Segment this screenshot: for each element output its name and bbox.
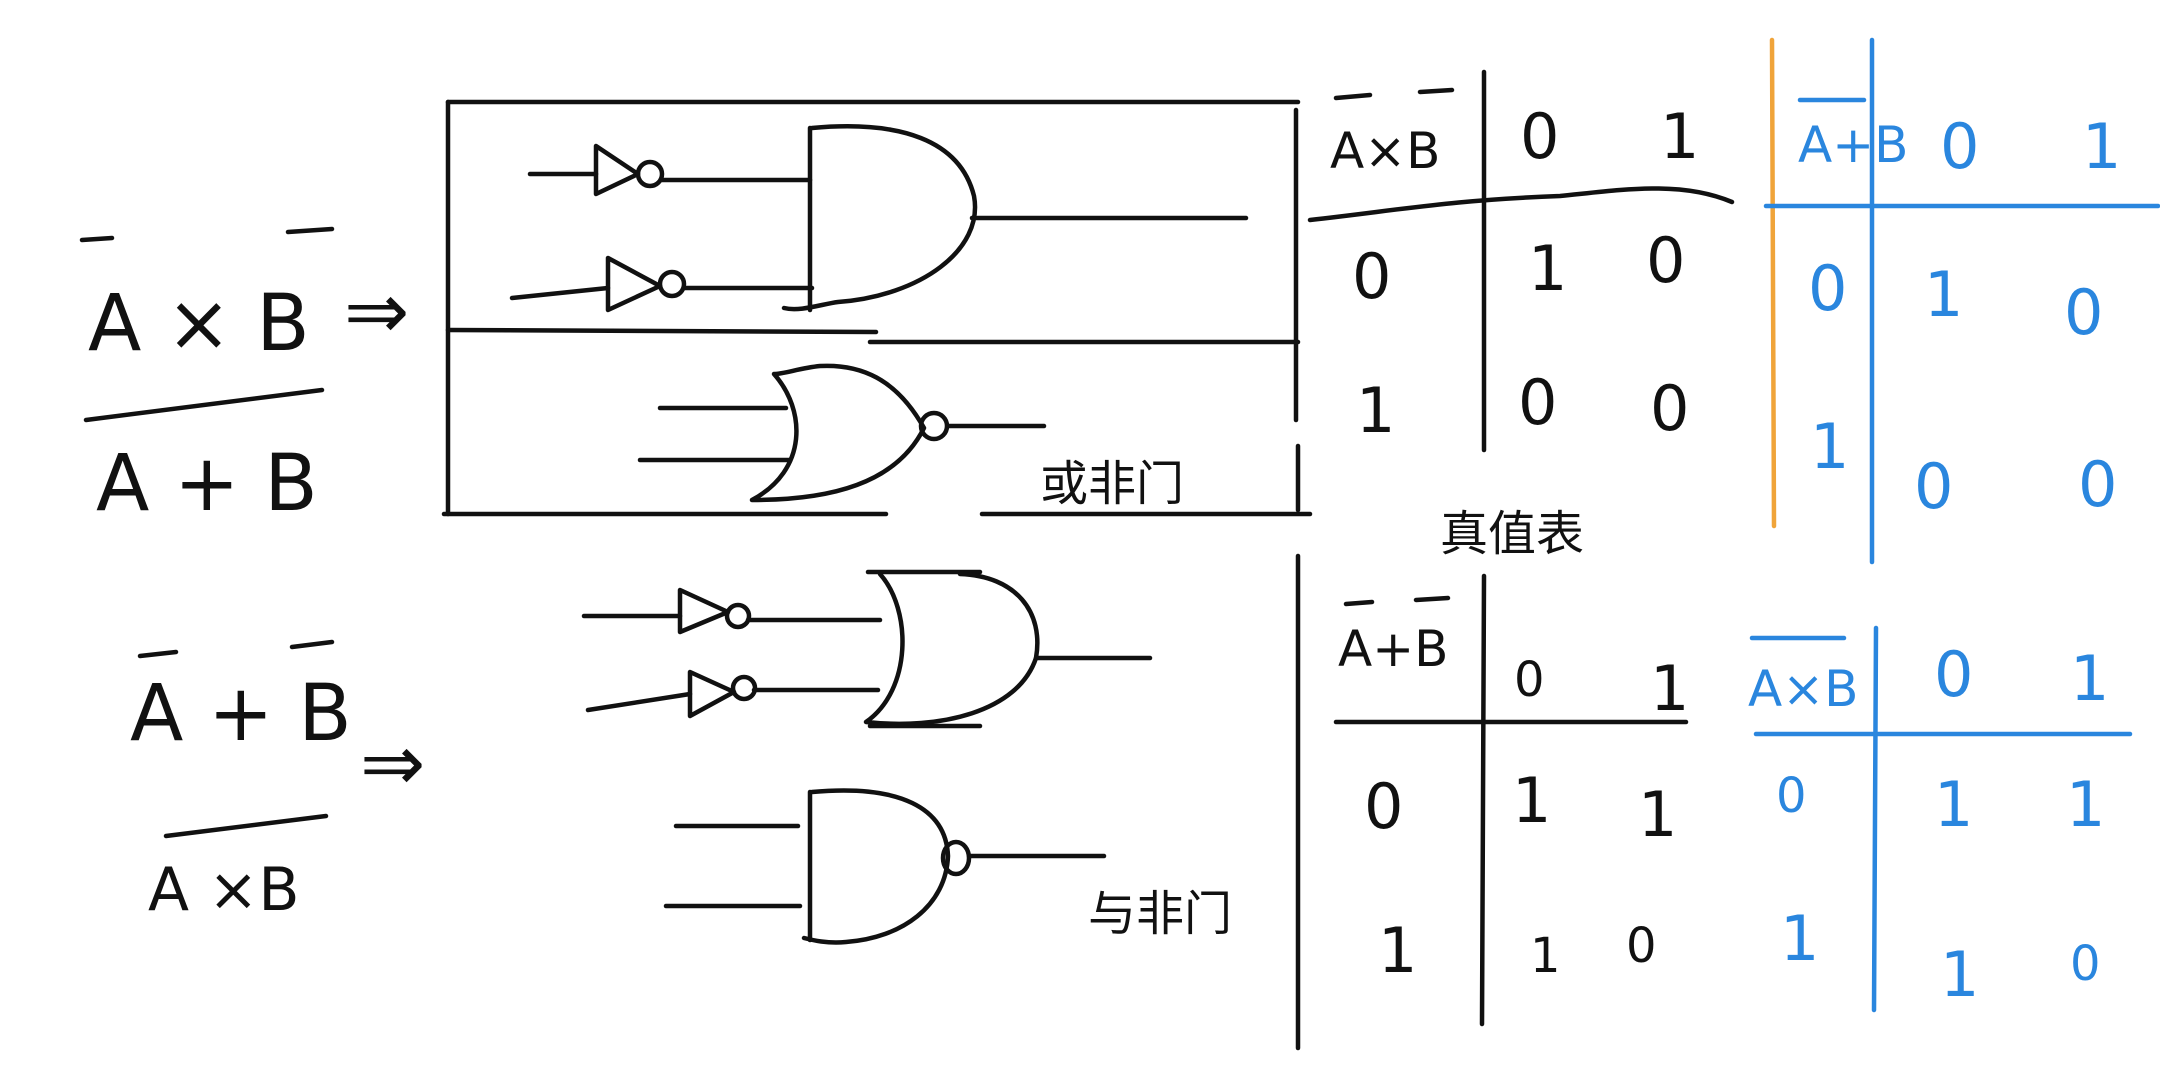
overbar-a bbox=[79, 235, 115, 243]
col-header: 1 bbox=[2082, 110, 2121, 183]
truth-table-nor-black: A×B 0 1 0 1 0 1 0 0 bbox=[1307, 69, 1735, 453]
not-gate-icon bbox=[581, 587, 883, 635]
arrow-1: ⇒ bbox=[344, 267, 409, 357]
col-header: 1 bbox=[1660, 100, 1699, 173]
table-nand-blue-header: A×B bbox=[1748, 660, 1858, 718]
table-cell: 0 bbox=[1914, 450, 1953, 523]
table-cell: 0 bbox=[2070, 936, 2101, 992]
orange-margin-line bbox=[1769, 37, 1777, 529]
row-header: 1 bbox=[1356, 374, 1395, 447]
table-cell: 0 bbox=[1626, 918, 1657, 974]
table-cell: 1 bbox=[1528, 232, 1567, 305]
table-cell: 0 bbox=[2064, 276, 2103, 349]
expr-nand-top: A + B bbox=[130, 669, 352, 759]
or-gate-icon bbox=[863, 569, 1153, 729]
row-header: 0 bbox=[1808, 252, 1847, 325]
table-cell: 0 bbox=[1650, 372, 1689, 445]
table-cell: 1 bbox=[1934, 768, 1973, 841]
truth-table-nor-blue: A+B 0 1 0 1 0 1 0 0 bbox=[1763, 37, 2160, 565]
not-gate-icon bbox=[527, 143, 813, 197]
row-header: 0 bbox=[1776, 768, 1807, 824]
row-header: 1 bbox=[1378, 914, 1417, 987]
table-cell: 0 bbox=[1646, 224, 1685, 297]
label-nand-gate: 与非门 bbox=[1088, 886, 1232, 942]
table-cell: 1 bbox=[1924, 258, 1963, 331]
col-header: 0 bbox=[1940, 110, 1979, 183]
table-cell: 0 bbox=[2078, 448, 2117, 521]
nand-gate-icon bbox=[663, 788, 1107, 945]
nor-gate-icon bbox=[637, 363, 1047, 503]
overbar-nor-bottom bbox=[83, 387, 325, 423]
overbar-b bbox=[285, 226, 335, 235]
expression-nand: A + B ⇒ A ×B bbox=[130, 639, 425, 925]
table-nor-blue-header: A+B bbox=[1798, 116, 1908, 174]
table-cell: 1 bbox=[2066, 768, 2105, 841]
not-gate-icon bbox=[509, 255, 815, 313]
truth-table-nand-black: A+B 0 1 0 1 1 1 1 0 bbox=[1333, 573, 1689, 1027]
and-gate-icon bbox=[781, 124, 1249, 313]
expr-nor-top: A × B bbox=[88, 279, 310, 369]
row-header: 1 bbox=[1810, 410, 1849, 483]
row-header: 0 bbox=[1352, 240, 1391, 313]
row-header: 1 bbox=[1780, 902, 1819, 975]
row-header: 0 bbox=[1364, 770, 1403, 843]
truth-table-caption: 真值表 bbox=[1440, 506, 1584, 562]
col-header: 0 bbox=[1934, 638, 1973, 711]
overbar-nand-bottom bbox=[163, 813, 329, 839]
table-cell: 1 bbox=[1940, 938, 1979, 1011]
col-header: 0 bbox=[1520, 100, 1559, 173]
table-cell: 1 bbox=[1638, 778, 1677, 851]
gate-frame bbox=[441, 99, 1313, 517]
table-nor-black-header: A×B bbox=[1330, 122, 1440, 180]
expression-nor: A × B ⇒ A + B bbox=[79, 226, 409, 529]
table-nand-black-header: A+B bbox=[1338, 620, 1448, 678]
overbar-b2 bbox=[289, 639, 335, 650]
arrow-2: ⇒ bbox=[360, 719, 425, 809]
expr-nor-bottom: A + B bbox=[96, 439, 318, 529]
truth-table-nand-blue: A×B 0 1 0 1 1 1 1 0 bbox=[1748, 625, 2133, 1013]
col-header: 1 bbox=[2070, 642, 2109, 715]
col-header: 0 bbox=[1514, 652, 1545, 708]
expr-nand-bottom: A ×B bbox=[148, 855, 300, 925]
not-gate-icon bbox=[585, 669, 881, 719]
table-cell: 1 bbox=[1530, 928, 1561, 984]
col-header: 1 bbox=[1650, 652, 1689, 725]
table-cell: 0 bbox=[1518, 366, 1557, 439]
table-cell: 1 bbox=[1512, 764, 1551, 837]
overbar-a2 bbox=[137, 649, 179, 659]
label-nor-gate: 或非门 bbox=[1040, 456, 1184, 512]
